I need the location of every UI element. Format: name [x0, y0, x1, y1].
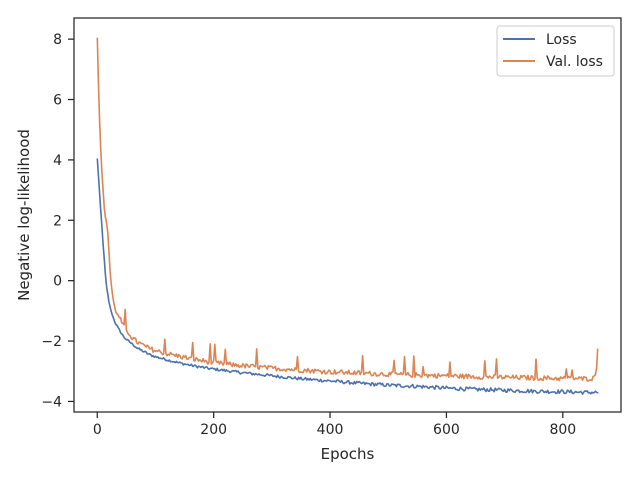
legend: Loss Val. loss: [496, 25, 615, 77]
ticks-layer: 0 200 400 600 800 −4 −2 0 2 4 6 8: [41, 32, 576, 438]
plot-layer: [96, 37, 599, 395]
series-line-val-loss: [96, 37, 599, 382]
x-tick-label-600: 600: [433, 422, 460, 438]
y-tick-label--4: −4: [41, 394, 62, 410]
x-tick-label-0: 0: [93, 422, 102, 438]
legend-label-val-loss: Val. loss: [546, 54, 603, 70]
y-tick-label-2: 2: [53, 213, 62, 229]
x-tick-label-800: 800: [549, 422, 576, 438]
x-tick-label-400: 400: [317, 422, 344, 438]
y-tick-label-6: 6: [53, 93, 62, 109]
series-line-loss: [96, 158, 599, 395]
y-tick-label-4: 4: [53, 153, 62, 169]
y-tick-label-0: 0: [53, 274, 62, 290]
y-tick-label-8: 8: [53, 32, 62, 48]
plot-frame: [73, 17, 622, 413]
y-axis-label: Negative log-likelihood: [15, 129, 33, 301]
y-tick-label--2: −2: [41, 334, 62, 350]
x-tick-label-200: 200: [200, 422, 227, 438]
x-axis-label: Epochs: [321, 445, 375, 463]
legend-label-loss: Loss: [546, 32, 577, 48]
